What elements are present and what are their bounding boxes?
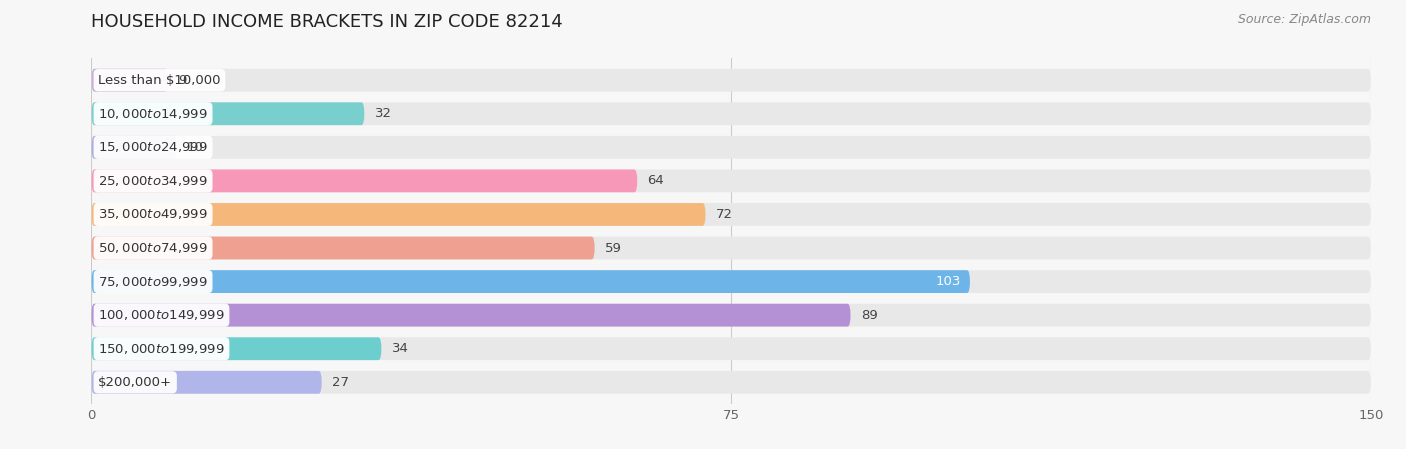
FancyBboxPatch shape: [91, 69, 1371, 92]
FancyBboxPatch shape: [91, 304, 1371, 326]
Text: $10,000 to $14,999: $10,000 to $14,999: [98, 107, 208, 121]
Text: $35,000 to $49,999: $35,000 to $49,999: [98, 207, 208, 221]
Text: 72: 72: [716, 208, 733, 221]
Text: $200,000+: $200,000+: [98, 376, 172, 389]
Text: HOUSEHOLD INCOME BRACKETS IN ZIP CODE 82214: HOUSEHOLD INCOME BRACKETS IN ZIP CODE 82…: [91, 13, 564, 31]
FancyBboxPatch shape: [91, 337, 1371, 360]
Text: Less than $10,000: Less than $10,000: [98, 74, 221, 87]
Text: $100,000 to $149,999: $100,000 to $149,999: [98, 308, 225, 322]
FancyBboxPatch shape: [91, 237, 595, 260]
Text: 89: 89: [860, 308, 877, 321]
FancyBboxPatch shape: [91, 337, 381, 360]
Text: 32: 32: [374, 107, 392, 120]
Text: $15,000 to $24,999: $15,000 to $24,999: [98, 141, 208, 154]
FancyBboxPatch shape: [91, 371, 1371, 394]
FancyBboxPatch shape: [91, 270, 970, 293]
Text: $50,000 to $74,999: $50,000 to $74,999: [98, 241, 208, 255]
Text: Source: ZipAtlas.com: Source: ZipAtlas.com: [1237, 13, 1371, 26]
Text: 10: 10: [187, 141, 204, 154]
FancyBboxPatch shape: [91, 270, 1371, 293]
Text: $150,000 to $199,999: $150,000 to $199,999: [98, 342, 225, 356]
Text: $75,000 to $99,999: $75,000 to $99,999: [98, 275, 208, 289]
FancyBboxPatch shape: [91, 136, 177, 159]
Text: 64: 64: [648, 174, 664, 187]
FancyBboxPatch shape: [91, 136, 1371, 159]
FancyBboxPatch shape: [91, 304, 851, 326]
FancyBboxPatch shape: [91, 102, 364, 125]
FancyBboxPatch shape: [91, 169, 637, 192]
FancyBboxPatch shape: [91, 371, 322, 394]
FancyBboxPatch shape: [91, 69, 169, 92]
FancyBboxPatch shape: [91, 203, 706, 226]
FancyBboxPatch shape: [91, 169, 1371, 192]
Text: 27: 27: [332, 376, 349, 389]
FancyBboxPatch shape: [91, 237, 1371, 260]
Text: 103: 103: [936, 275, 962, 288]
Text: 9: 9: [179, 74, 187, 87]
Text: $25,000 to $34,999: $25,000 to $34,999: [98, 174, 208, 188]
Text: 34: 34: [392, 342, 409, 355]
FancyBboxPatch shape: [91, 203, 1371, 226]
FancyBboxPatch shape: [91, 102, 1371, 125]
Text: 59: 59: [605, 242, 621, 255]
